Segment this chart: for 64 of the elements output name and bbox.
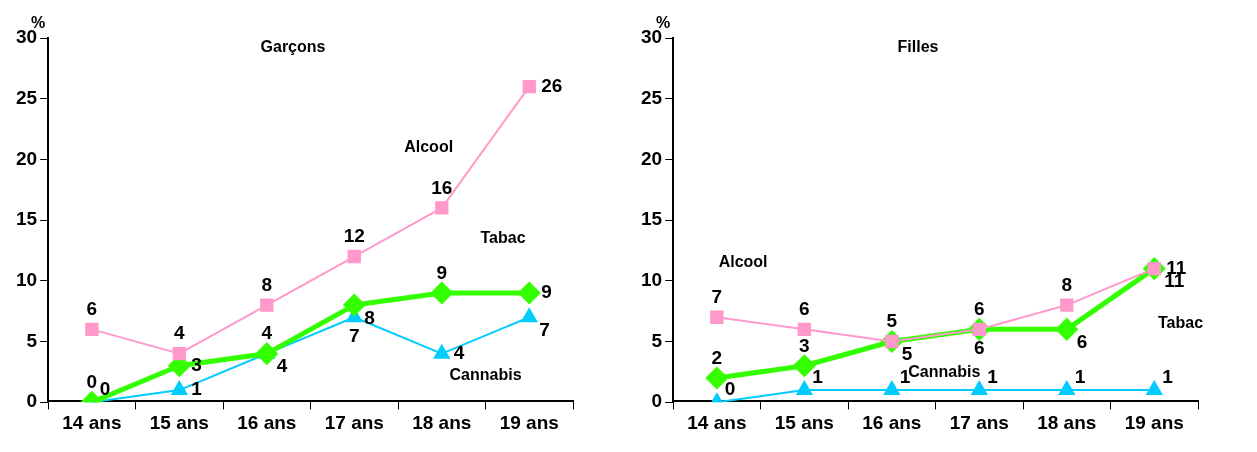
chart-title: Garçons (260, 38, 326, 56)
x-tick-label: 14 ans (687, 412, 747, 434)
data-label: 8 (261, 273, 273, 295)
data-label: 7 (711, 285, 723, 307)
data-label: 3 (799, 334, 810, 356)
data-label: 6 (1076, 331, 1088, 353)
text: Tabac (1157, 313, 1204, 331)
data-label: 8 (1061, 273, 1073, 295)
text: Tabac (480, 228, 526, 246)
series-label: Alcool (404, 137, 454, 155)
data-label: 2 (711, 346, 723, 368)
chart-title: Filles (897, 38, 939, 56)
y-tick-label: 0 (26, 390, 38, 412)
data-label: 1 (1074, 365, 1086, 387)
y-tick-label: 5 (651, 329, 663, 351)
y-tick-label: 5 (26, 329, 38, 351)
x-tick-label: 17 ans (324, 412, 384, 434)
data-label: 4 (174, 322, 186, 344)
x-tick-label: 15 ans (774, 412, 834, 434)
y-tick-label: 20 (15, 147, 38, 169)
x-tick-label: 19 ans (1124, 412, 1184, 434)
y-tick-label: 20 (640, 147, 663, 169)
data-label: 6 (974, 337, 985, 359)
x-tick-label: 15 ans (149, 412, 209, 434)
y-tick-label: 15 (15, 208, 38, 230)
data-label: 0 (724, 377, 736, 399)
data-label: 1 (191, 378, 203, 400)
y-tick-label: 10 (15, 269, 38, 291)
x-tick-label: 18 ans (412, 412, 472, 434)
data-label: 4 (261, 322, 273, 344)
x-tick-label: 17 ans (949, 412, 1009, 434)
data-label: 26 (541, 74, 563, 96)
data-label: 6 (86, 298, 98, 320)
y-tick-label: 15 (640, 208, 663, 230)
data-label: 7 (349, 324, 360, 346)
data-label: 4 (276, 355, 288, 377)
y-tick-label: 10 (640, 269, 663, 291)
data-label: 6 (974, 298, 985, 320)
x-tick-label: 14 ans (62, 412, 122, 434)
data-label: 0 (99, 377, 111, 399)
text: Alcool (718, 253, 768, 270)
data-label: 7 (539, 318, 550, 340)
y-tick-label: 25 (15, 86, 38, 108)
series-label: Cannabis (449, 365, 522, 383)
data-label: 5 (886, 310, 898, 332)
data-label: 0 (86, 370, 98, 392)
data-label: 12 (343, 225, 365, 247)
data-label: 9 (436, 261, 448, 283)
y-tick-label: 0 (651, 390, 663, 412)
x-tick-label: 18 ans (1037, 412, 1097, 434)
data-label: 1 (1162, 365, 1174, 387)
series-label: Cannabis (908, 363, 981, 381)
x-tick-label: 16 ans (862, 412, 922, 434)
y-tick-label: 25 (640, 86, 663, 108)
data-label: 1 (812, 365, 824, 387)
data-label: 5 (901, 343, 913, 365)
data-label: 4 (453, 341, 465, 363)
data-label: 16 (431, 176, 453, 198)
data-label: 1 (987, 365, 999, 387)
data-label: 9 (541, 281, 552, 303)
data-label: 6 (799, 298, 810, 320)
data-label: 8 (364, 306, 375, 328)
x-tick-label: 16 ans (237, 412, 297, 434)
x-tick-label: 19 ans (499, 412, 559, 434)
